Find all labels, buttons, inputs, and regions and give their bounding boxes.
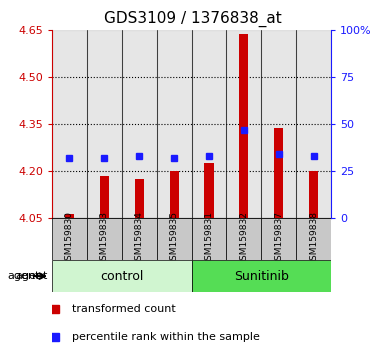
- Bar: [192, 30, 226, 218]
- Text: transformed count: transformed count: [72, 304, 175, 314]
- Text: agent: agent: [8, 271, 40, 281]
- Text: agent: agent: [16, 271, 48, 281]
- Bar: [296, 30, 331, 218]
- Bar: [296, 218, 331, 260]
- Text: GSM159835: GSM159835: [169, 211, 179, 267]
- Bar: [157, 30, 192, 218]
- Bar: [261, 218, 296, 260]
- Bar: [274, 128, 283, 218]
- Text: control: control: [100, 270, 144, 282]
- Bar: [87, 218, 122, 260]
- Bar: [192, 260, 331, 292]
- Bar: [122, 218, 157, 260]
- Bar: [261, 30, 296, 218]
- Bar: [169, 171, 179, 218]
- Text: GSM159830: GSM159830: [65, 211, 74, 267]
- Text: GSM159832: GSM159832: [239, 211, 248, 267]
- Text: GSM159833: GSM159833: [100, 211, 109, 267]
- Text: GSM159831: GSM159831: [204, 211, 214, 267]
- Bar: [52, 260, 192, 292]
- Bar: [122, 30, 157, 218]
- Bar: [192, 218, 226, 260]
- Bar: [100, 176, 109, 218]
- Text: GSM159834: GSM159834: [135, 211, 144, 267]
- Text: GDS3109 / 1376838_at: GDS3109 / 1376838_at: [104, 11, 281, 27]
- Bar: [226, 218, 261, 260]
- Bar: [239, 34, 248, 218]
- Bar: [65, 214, 74, 218]
- Bar: [157, 218, 192, 260]
- Bar: [226, 30, 261, 218]
- Bar: [52, 218, 87, 260]
- Bar: [309, 171, 318, 218]
- Bar: [204, 163, 214, 218]
- Bar: [135, 179, 144, 218]
- Text: Sunitinib: Sunitinib: [234, 270, 289, 282]
- Text: percentile rank within the sample: percentile rank within the sample: [72, 332, 259, 342]
- Text: GSM159837: GSM159837: [274, 211, 283, 267]
- Bar: [87, 30, 122, 218]
- Text: GSM159838: GSM159838: [309, 211, 318, 267]
- Bar: [52, 30, 87, 218]
